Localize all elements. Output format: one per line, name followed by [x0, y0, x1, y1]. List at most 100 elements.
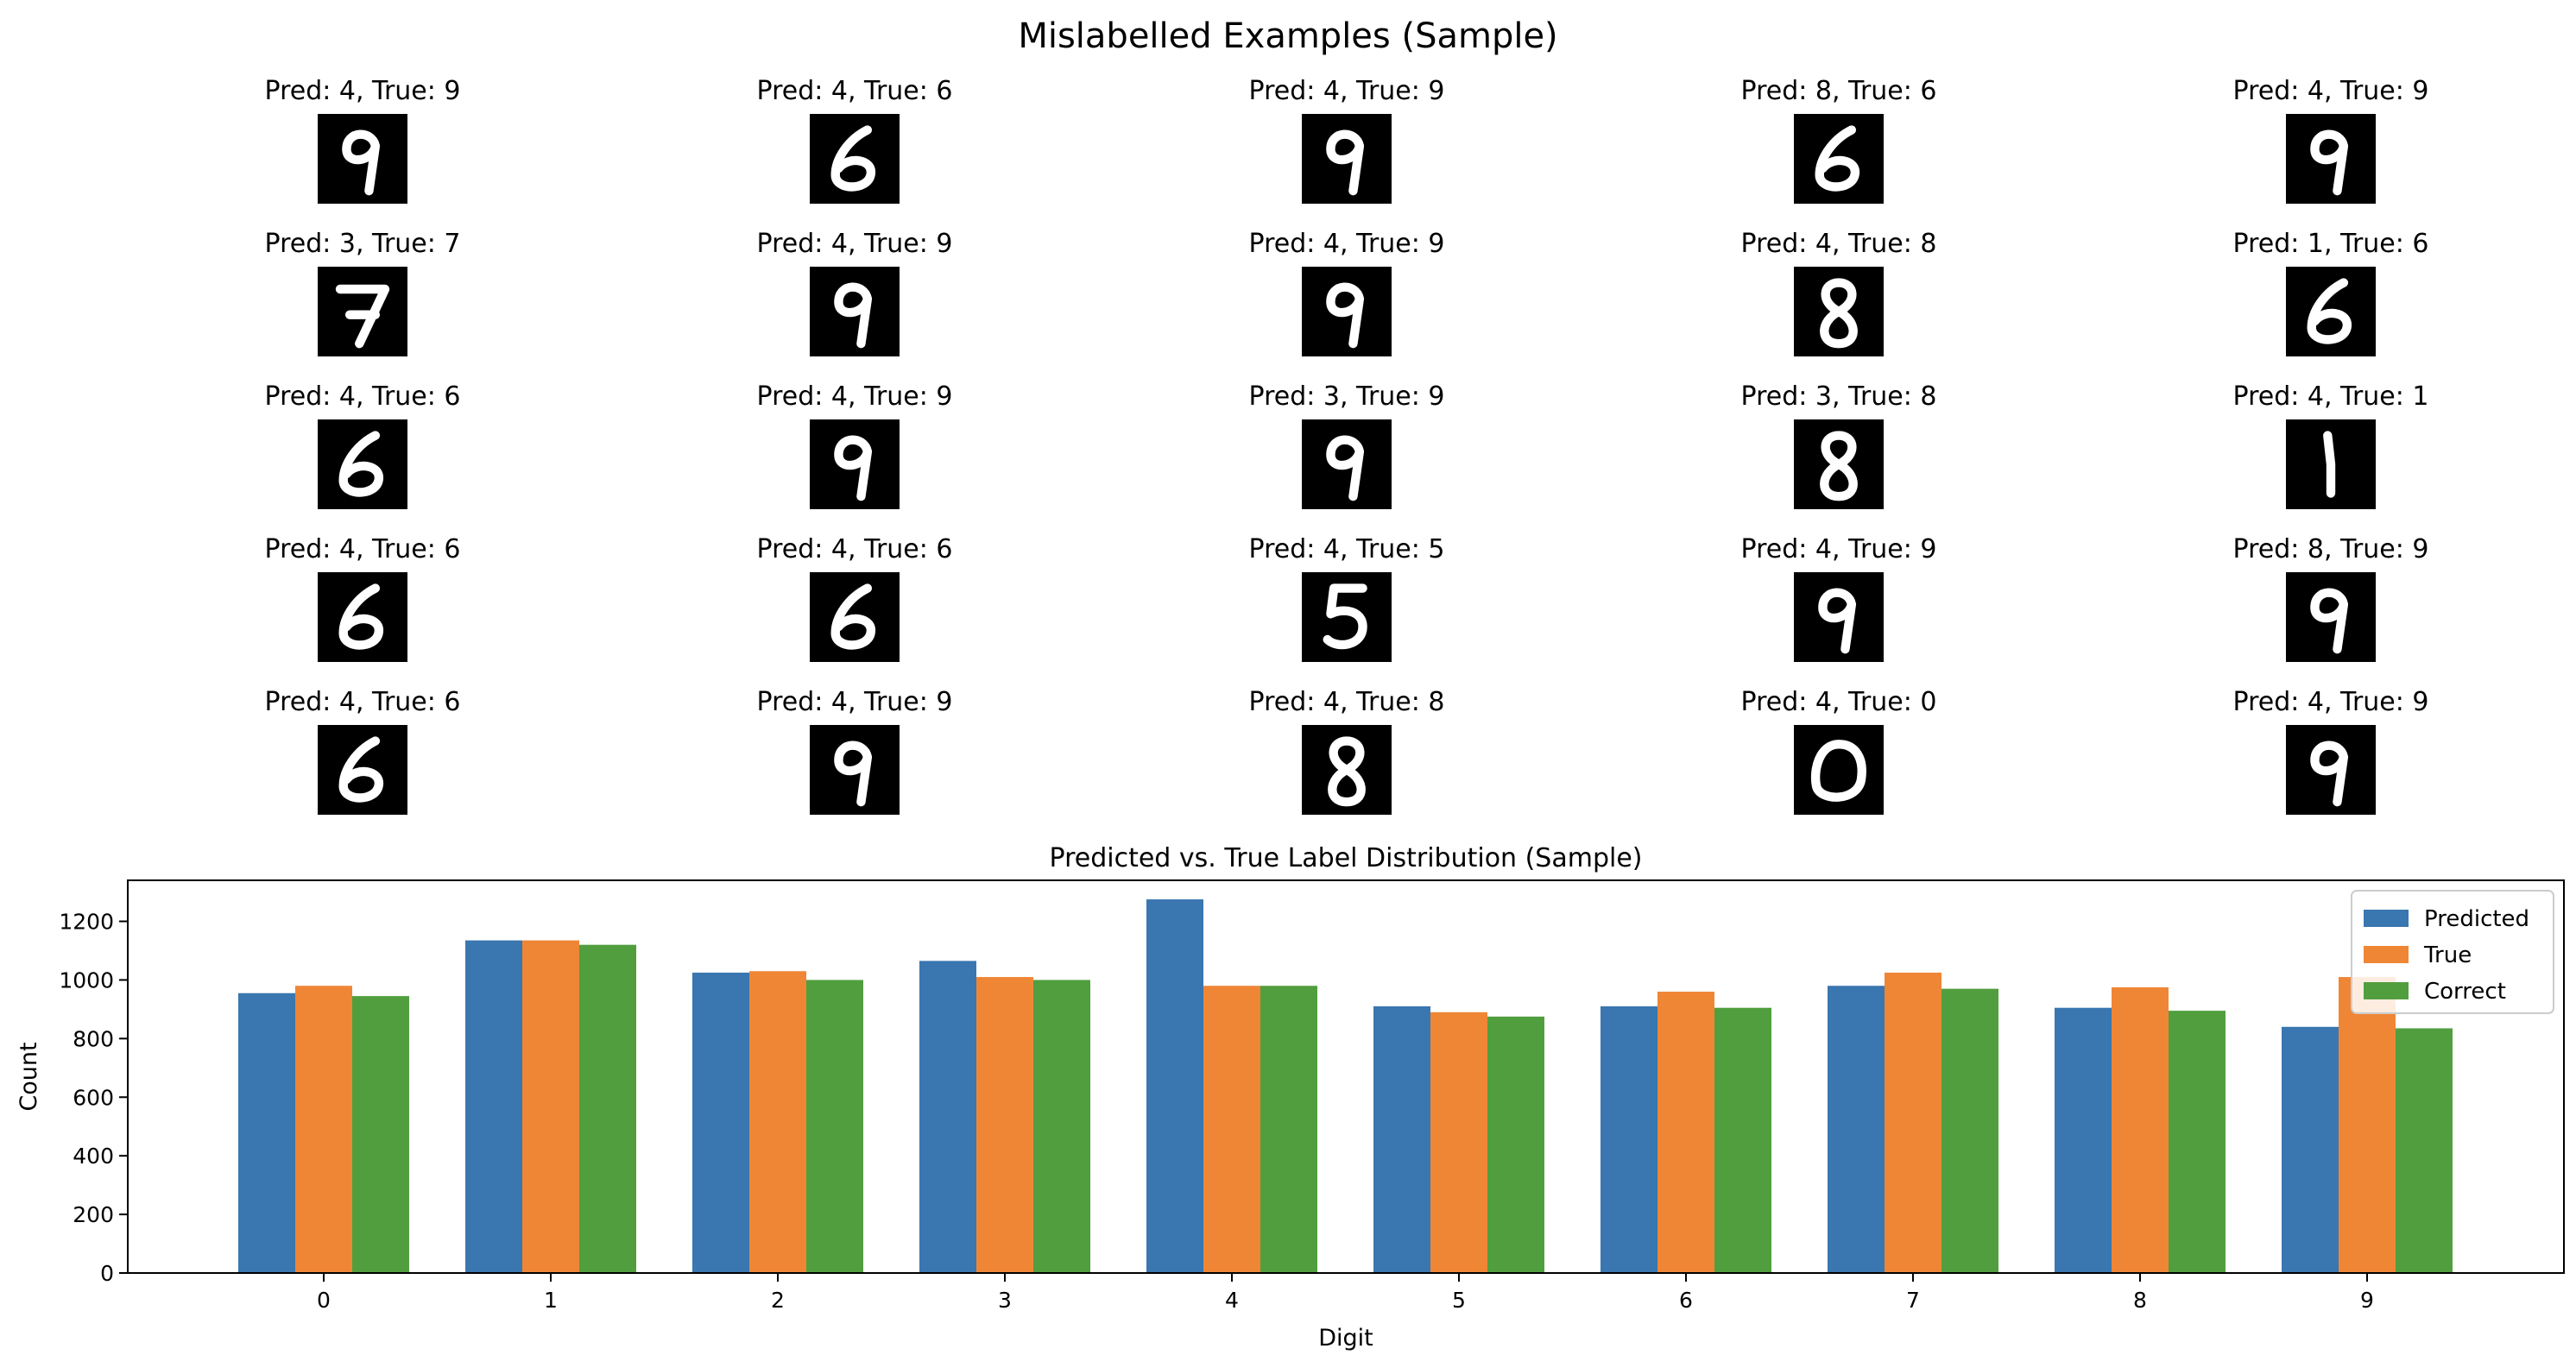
digit-image	[1302, 572, 1392, 662]
digit-image	[318, 419, 407, 509]
x-tick-label: 0	[317, 1288, 331, 1313]
bar-correct-2	[806, 980, 863, 1273]
x-tick-label: 6	[1679, 1288, 1693, 1313]
digit-image	[2286, 419, 2376, 509]
bar-predicted-7	[1828, 986, 1885, 1273]
bar-correct-3	[1033, 980, 1090, 1273]
digit-image	[318, 725, 407, 815]
example-cell: Pred: 4, True: 6	[190, 687, 535, 834]
legend-swatch-true	[2364, 946, 2409, 963]
example-title: Pred: 4, True: 9	[756, 381, 953, 412]
bar-predicted-6	[1601, 1006, 1657, 1273]
bar-correct-6	[1714, 1007, 1771, 1273]
x-tick-label: 4	[1225, 1288, 1239, 1313]
mislabelled-examples-grid: Pred: 4, True: 9 Pred: 4, True: 6 Pred: 4,…	[190, 76, 2503, 815]
example-title: Pred: 4, True: 6	[264, 381, 461, 412]
example-title: Pred: 3, True: 8	[1740, 381, 1937, 412]
bar-correct-4	[1260, 986, 1317, 1273]
bar-correct-1	[579, 944, 636, 1273]
example-cell: Pred: 1, True: 6	[2158, 229, 2503, 375]
example-title: Pred: 8, True: 6	[1740, 76, 1937, 106]
example-title: Pred: 4, True: 6	[264, 534, 461, 564]
bar-true-1	[522, 940, 579, 1273]
x-tick-label: 2	[771, 1288, 785, 1313]
example-cell: Pred: 4, True: 8	[1666, 229, 2011, 375]
example-title: Pred: 4, True: 9	[264, 76, 461, 106]
x-axis-label: Digit	[1318, 1325, 1373, 1352]
example-title: Pred: 4, True: 9	[2232, 76, 2429, 106]
example-cell: Pred: 4, True: 9	[682, 687, 1027, 834]
bar-predicted-4	[1146, 899, 1203, 1273]
example-title: Pred: 4, True: 8	[1248, 687, 1445, 717]
digit-image	[1794, 725, 1884, 815]
example-title: Pred: 4, True: 8	[1740, 229, 1937, 259]
bar-true-2	[749, 971, 806, 1273]
digit-image	[1302, 267, 1392, 356]
bar-predicted-9	[2282, 1026, 2339, 1273]
bar-correct-5	[1487, 1016, 1544, 1273]
legend-swatch-correct	[2364, 982, 2409, 999]
bar-true-6	[1657, 992, 1714, 1273]
digit-image	[810, 419, 900, 509]
legend-label-correct: Correct	[2424, 979, 2506, 1005]
example-title: Pred: 4, True: 6	[264, 687, 461, 717]
x-tick-label: 5	[1452, 1288, 1466, 1313]
bar-true-9	[2339, 977, 2396, 1273]
digit-image	[810, 572, 900, 662]
example-title: Pred: 4, True: 9	[1248, 229, 1445, 259]
digit-image	[318, 572, 407, 662]
digit-image	[1794, 267, 1884, 356]
example-cell: Pred: 4, True: 6	[190, 534, 535, 681]
example-cell: Pred: 4, True: 9	[2158, 76, 2503, 223]
digit-image	[1302, 419, 1392, 509]
y-tick-label: 600	[73, 1085, 114, 1110]
example-cell: Pred: 3, True: 8	[1666, 381, 2011, 528]
digit-image	[2286, 572, 2376, 662]
example-title: Pred: 8, True: 9	[2232, 534, 2429, 564]
example-cell: Pred: 4, True: 9	[1174, 229, 1519, 375]
example-cell: Pred: 4, True: 9	[682, 381, 1027, 528]
bar-correct-0	[352, 996, 409, 1273]
example-title: Pred: 4, True: 9	[2232, 687, 2429, 717]
example-cell: Pred: 4, True: 9	[2158, 687, 2503, 834]
bar-true-5	[1430, 1012, 1487, 1273]
example-cell: Pred: 4, True: 5	[1174, 534, 1519, 681]
digit-image	[810, 725, 900, 815]
digit-image	[1794, 114, 1884, 204]
digit-image	[318, 114, 407, 204]
example-cell: Pred: 4, True: 9	[682, 229, 1027, 375]
legend-label-predicted: Predicted	[2424, 906, 2529, 932]
digit-image	[810, 114, 900, 204]
example-title: Pred: 4, True: 9	[1248, 76, 1445, 106]
bar-predicted-2	[692, 972, 749, 1273]
figure-title: Mislabelled Examples (Sample)	[1018, 16, 1558, 56]
bar-predicted-5	[1373, 1006, 1430, 1273]
example-title: Pred: 4, True: 9	[1740, 534, 1937, 564]
bar-true-3	[976, 977, 1033, 1273]
bar-predicted-3	[919, 961, 976, 1273]
bar-true-7	[1885, 972, 1941, 1273]
chart-title: Predicted vs. True Label Distribution (S…	[1050, 843, 1643, 873]
x-tick-label: 3	[998, 1288, 1012, 1313]
example-title: Pred: 4, True: 1	[2232, 381, 2429, 412]
example-cell: Pred: 8, True: 9	[2158, 534, 2503, 681]
example-title: Pred: 4, True: 6	[756, 76, 953, 106]
example-title: Pred: 4, True: 0	[1740, 687, 1937, 717]
example-cell: Pred: 4, True: 6	[682, 76, 1027, 223]
y-axis-label: Count	[16, 1042, 42, 1111]
bar-true-8	[2112, 986, 2169, 1273]
digit-image	[1794, 419, 1884, 509]
x-tick-label: 1	[544, 1288, 558, 1313]
example-cell: Pred: 8, True: 6	[1666, 76, 2011, 223]
y-tick-label: 400	[73, 1144, 114, 1169]
example-cell: Pred: 4, True: 8	[1174, 687, 1519, 834]
example-cell: Pred: 4, True: 1	[2158, 381, 2503, 528]
digit-image	[810, 267, 900, 356]
x-tick-label: 8	[2133, 1288, 2147, 1313]
example-cell: Pred: 4, True: 9	[190, 76, 535, 223]
legend-swatch-predicted	[2364, 910, 2409, 927]
bar-correct-8	[2169, 1011, 2226, 1273]
plot-frame	[127, 879, 2565, 1274]
y-tick-label: 200	[73, 1202, 114, 1227]
digit-image	[1302, 114, 1392, 204]
